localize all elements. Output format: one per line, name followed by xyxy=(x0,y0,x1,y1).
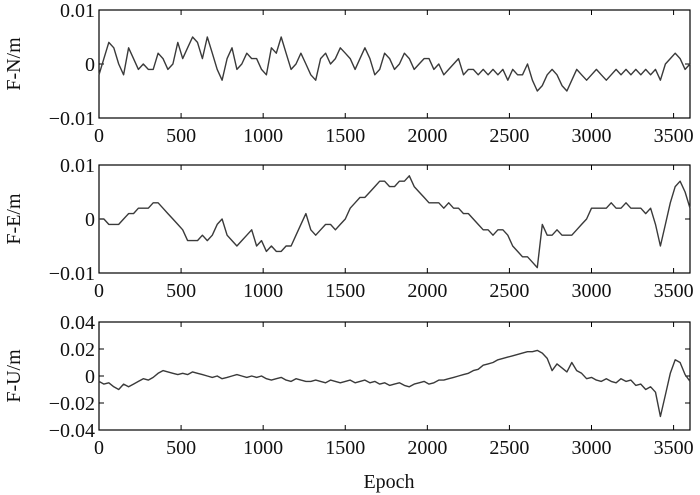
y-tick-label: −0.01 xyxy=(49,108,95,130)
subplot-1: 0 500 1000 1500 2000 2500 3000 3500−0.0100.01F-… xyxy=(3,0,694,147)
subplot-2: 0 500 1000 1500 2000 2500 3000 3500−0.0100.01F-… xyxy=(3,155,694,302)
y-tick-label: 0.01 xyxy=(60,155,95,177)
y-tick-label: 0.01 xyxy=(60,0,95,22)
series-line xyxy=(98,36,691,92)
x-tick-label: 0 xyxy=(94,125,104,147)
x-tick-label: 2000 xyxy=(407,125,447,147)
x-tick-label: 1500 xyxy=(325,280,365,302)
subplot-3: 0 500 1000 1500 2000 2500 3000 3500 −0.04 −0.02 0 0… xyxy=(3,312,694,459)
y-tick-label: −0.04 xyxy=(49,420,95,442)
x-tick-label: 3000 xyxy=(572,280,612,302)
y-tick-label: 0.04 xyxy=(60,312,95,334)
x-tick-label: 2500 xyxy=(489,437,529,459)
x-tick-label: 1000 xyxy=(243,125,283,147)
x-tick-label: 2000 xyxy=(407,280,447,302)
x-tick-label: 3500 xyxy=(654,125,694,147)
x-tick-label: 0 xyxy=(94,280,104,302)
y-axis-label: F-N/m xyxy=(3,37,25,91)
x-tick-label: 3000 xyxy=(572,125,612,147)
x-tick-label: 3000 xyxy=(572,437,612,459)
x-tick-label: 1000 xyxy=(243,437,283,459)
y-tick-label: 0.02 xyxy=(60,339,95,361)
x-tick-label: 3500 xyxy=(654,280,694,302)
x-tick-label: 500 xyxy=(166,437,196,459)
x-tick-label: 500 xyxy=(166,125,196,147)
y-axis-label: F-U/m xyxy=(3,349,25,403)
x-tick-label: 1500 xyxy=(325,437,365,459)
y-tick-label: −0.02 xyxy=(49,393,95,415)
x-tick-label: 1000 xyxy=(243,280,283,302)
y-axis-label: F-E/m xyxy=(3,193,25,245)
series-line xyxy=(99,175,691,269)
y-tick-label: 0 xyxy=(85,54,95,76)
y-tick-label: 0 xyxy=(85,209,95,231)
y-tick-label: −0.01 xyxy=(49,263,95,285)
series-line xyxy=(98,349,691,418)
x-tick-label: 2000 xyxy=(407,437,447,459)
subplot-stack: 0 500 1000 1500 2000 2500 3000 3500−0.0100.01F-… xyxy=(3,0,694,459)
x-tick-label: 3500 xyxy=(654,437,694,459)
x-tick-label: 1500 xyxy=(325,125,365,147)
x-tick-label: 2500 xyxy=(489,125,529,147)
x-tick-label: 2500 xyxy=(489,280,529,302)
x-tick-label: 0 xyxy=(94,437,104,459)
y-tick-label: 0 xyxy=(85,366,95,388)
x-axis-label: Epoch xyxy=(363,471,414,493)
x-tick-label: 500 xyxy=(166,280,196,302)
